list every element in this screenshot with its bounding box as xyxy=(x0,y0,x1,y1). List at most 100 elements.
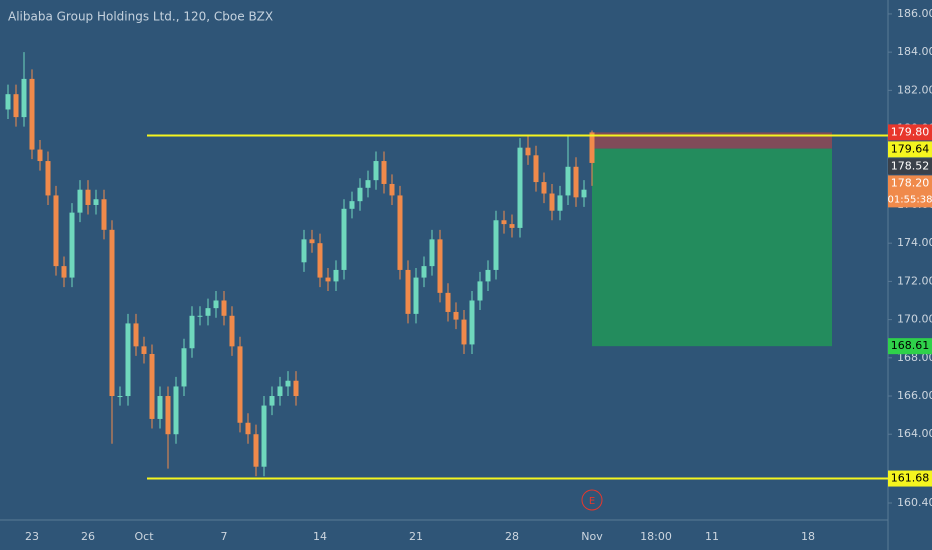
candle-body xyxy=(197,315,203,317)
candle-body xyxy=(373,161,379,181)
candle-body xyxy=(405,269,411,314)
candle-body xyxy=(85,189,91,205)
countdown-text: 01:55:38 xyxy=(888,194,932,205)
candle-body xyxy=(509,224,515,228)
x-tick-label: 11 xyxy=(705,530,719,543)
y-tick-label: 172.00 xyxy=(897,274,932,287)
candle-body xyxy=(77,189,83,213)
candle-body xyxy=(101,199,107,230)
price-label-text: 179.64 xyxy=(891,142,930,155)
y-tick-label: 170.00 xyxy=(897,313,932,326)
x-tick-label: 18:00 xyxy=(640,530,672,543)
candle-body xyxy=(453,311,459,320)
candle-body xyxy=(165,396,171,435)
candle-body xyxy=(469,300,475,345)
candle-body xyxy=(253,434,259,467)
candle-body xyxy=(461,319,467,345)
candle-body xyxy=(293,380,299,397)
y-tick-label: 164.00 xyxy=(897,427,932,440)
y-tick-label: 166.00 xyxy=(897,389,932,402)
candle-body xyxy=(93,199,99,205)
candle-body xyxy=(317,243,323,278)
price-label-text: 178.20 xyxy=(891,176,930,189)
x-tick-label: 21 xyxy=(409,530,423,543)
candle-body xyxy=(53,195,59,267)
candle-body xyxy=(245,422,251,435)
candle-body xyxy=(133,323,139,347)
candle-body xyxy=(157,396,163,419)
y-tick-label: 184.00 xyxy=(897,45,932,58)
candle-body xyxy=(125,323,131,397)
candle-body xyxy=(13,94,19,118)
price-label-text: 161.68 xyxy=(891,472,930,485)
x-tick-label: Nov xyxy=(581,530,603,543)
candle-body xyxy=(477,281,483,301)
candle-body xyxy=(397,195,403,270)
candle-body xyxy=(381,161,387,184)
candle-body xyxy=(517,147,523,228)
candle-body xyxy=(29,78,35,150)
candle-body xyxy=(445,292,451,312)
candle-body xyxy=(109,229,115,397)
x-tick-label: 14 xyxy=(313,530,327,543)
candle-body xyxy=(69,212,75,278)
candle-body xyxy=(261,405,267,467)
candle-body xyxy=(213,300,219,309)
candle-body xyxy=(141,346,147,354)
candle-body xyxy=(269,396,275,406)
candle-body xyxy=(389,183,395,196)
candle-body xyxy=(421,266,427,278)
price-label-text: 178.52 xyxy=(891,159,930,172)
price-label xyxy=(888,175,932,208)
x-tick-label: 7 xyxy=(221,530,228,543)
event-label: E xyxy=(589,496,595,507)
x-tick-label: 23 xyxy=(25,530,39,543)
candle-body xyxy=(573,166,579,198)
price-label-text: 168.61 xyxy=(891,339,930,352)
price-label xyxy=(888,470,932,487)
candle-body xyxy=(525,147,531,156)
candle-body xyxy=(21,78,27,118)
candle-body xyxy=(301,239,307,263)
candle-body xyxy=(413,277,419,314)
x-tick-label: 18 xyxy=(801,530,815,543)
candle-body xyxy=(149,353,155,419)
candle-body xyxy=(357,187,363,202)
candle-body xyxy=(501,220,507,225)
candle-body xyxy=(5,94,11,110)
y-tick-label: 186.00 xyxy=(897,7,932,20)
candle-body xyxy=(437,239,443,293)
candle-body xyxy=(549,193,555,211)
candle-body xyxy=(285,380,291,387)
candle-body xyxy=(493,220,499,270)
x-tick-label: 28 xyxy=(505,530,519,543)
candle-body xyxy=(349,201,355,209)
stop-zone xyxy=(592,132,832,149)
candle-body xyxy=(205,308,211,316)
candle-body xyxy=(61,266,67,278)
candle-body xyxy=(237,346,243,423)
candle-body xyxy=(365,180,371,188)
candle-body xyxy=(309,239,315,244)
y-tick-label: 174.00 xyxy=(897,236,932,249)
price-label xyxy=(888,141,932,158)
candle-body xyxy=(565,166,571,196)
chart-title: Alibaba Group Holdings Ltd., 120, Cboe B… xyxy=(8,10,273,24)
event-marker xyxy=(581,489,603,511)
candle-body xyxy=(325,277,331,282)
candle-body xyxy=(37,149,43,162)
candle-body xyxy=(229,315,235,347)
candle-body xyxy=(117,396,123,398)
candle-body xyxy=(341,208,347,270)
candle-body xyxy=(557,195,563,211)
candle-body xyxy=(221,300,227,316)
candle-body xyxy=(589,132,595,163)
x-tick-label: 26 xyxy=(81,530,95,543)
y-tick-label: 182.00 xyxy=(897,83,932,96)
candle-body xyxy=(541,182,547,194)
candle-body xyxy=(173,386,179,435)
candle-body xyxy=(181,348,187,387)
price-label xyxy=(888,338,932,355)
price-label-text: 179.80 xyxy=(891,125,930,138)
